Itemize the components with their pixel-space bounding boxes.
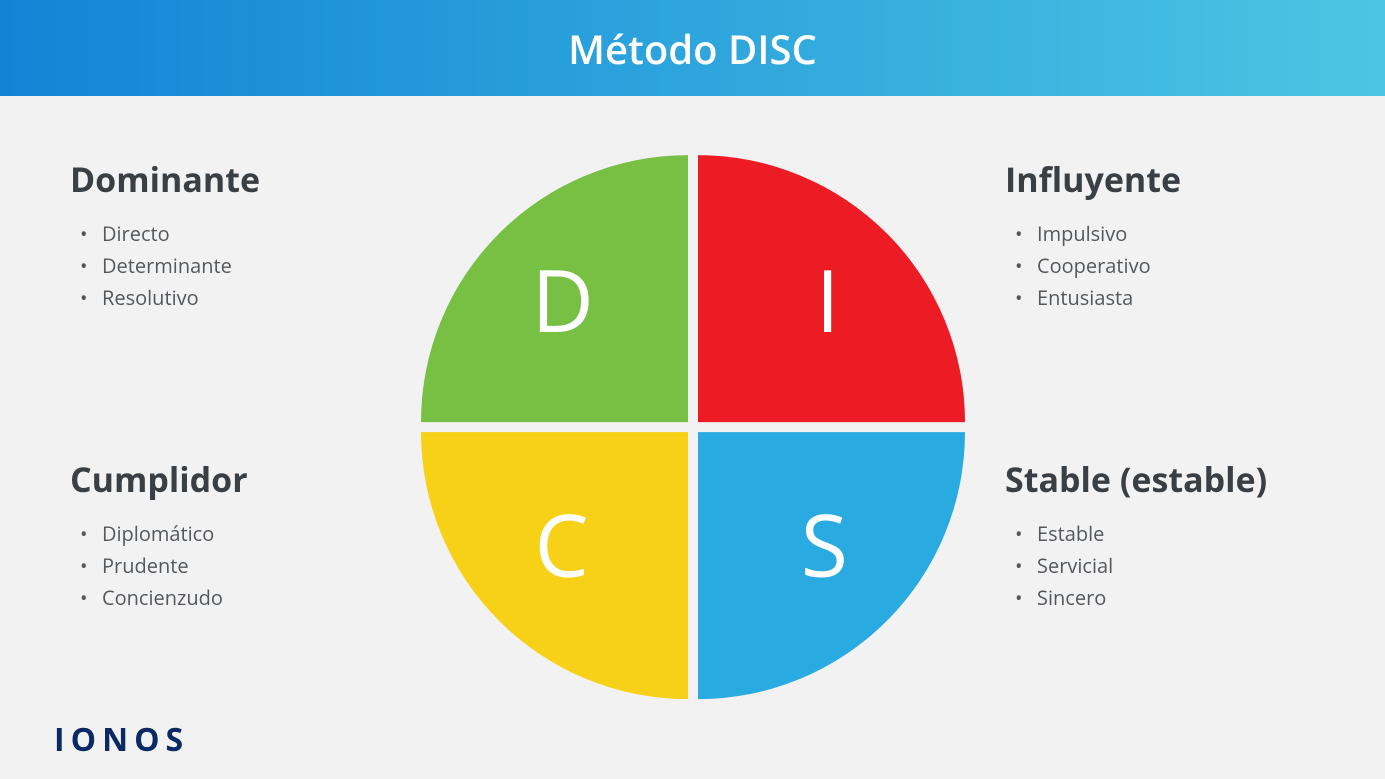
quadrant-d: D [421,155,688,422]
section-stable-heading: Stable (estable) [1005,456,1325,502]
list-item: Impulsivo [1009,218,1325,250]
section-dominante-list: Directo Determinante Resolutivo [70,218,390,314]
header-title: Método DISC [568,21,817,76]
list-item: Determinante [74,250,390,282]
section-influyente-list: Impulsivo Cooperativo Entusiasta [1005,218,1325,314]
quadrant-s: S [698,432,965,699]
content-area: D I C S Dominante Directo Determinante R… [0,96,1385,779]
list-item: Entusiasta [1009,282,1325,314]
list-item: Resolutivo [74,282,390,314]
quadrant-i: I [698,155,965,422]
list-item: Directo [74,218,390,250]
quadrant-s-letter: S [801,501,848,587]
section-stable-list: Estable Servicial Sincero [1005,518,1325,614]
list-item: Prudente [74,550,390,582]
section-stable: Stable (estable) Estable Servicial Since… [1005,456,1325,614]
ionos-logo: IONOS [54,718,189,761]
header-banner: Método DISC [0,0,1385,96]
disc-pie-wrap: D I C S [421,155,965,699]
section-dominante-heading: Dominante [70,156,390,202]
list-item: Servicial [1009,550,1325,582]
disc-pie: D I C S [421,155,965,699]
list-item: Diplomático [74,518,390,550]
section-cumplidor-list: Diplomático Prudente Concienzudo [70,518,390,614]
quadrant-c-letter: C [534,501,588,587]
quadrant-c: C [421,432,688,699]
list-item: Estable [1009,518,1325,550]
section-influyente: Influyente Impulsivo Cooperativo Entusia… [1005,156,1325,314]
section-dominante: Dominante Directo Determinante Resolutiv… [70,156,390,314]
quadrant-d-letter: D [532,257,594,343]
section-cumplidor-heading: Cumplidor [70,456,390,502]
section-influyente-heading: Influyente [1005,156,1325,202]
list-item: Cooperativo [1009,250,1325,282]
list-item: Concienzudo [74,582,390,614]
section-cumplidor: Cumplidor Diplomático Prudente Concienzu… [70,456,390,614]
list-item: Sincero [1009,582,1325,614]
quadrant-i-letter: I [816,257,840,343]
